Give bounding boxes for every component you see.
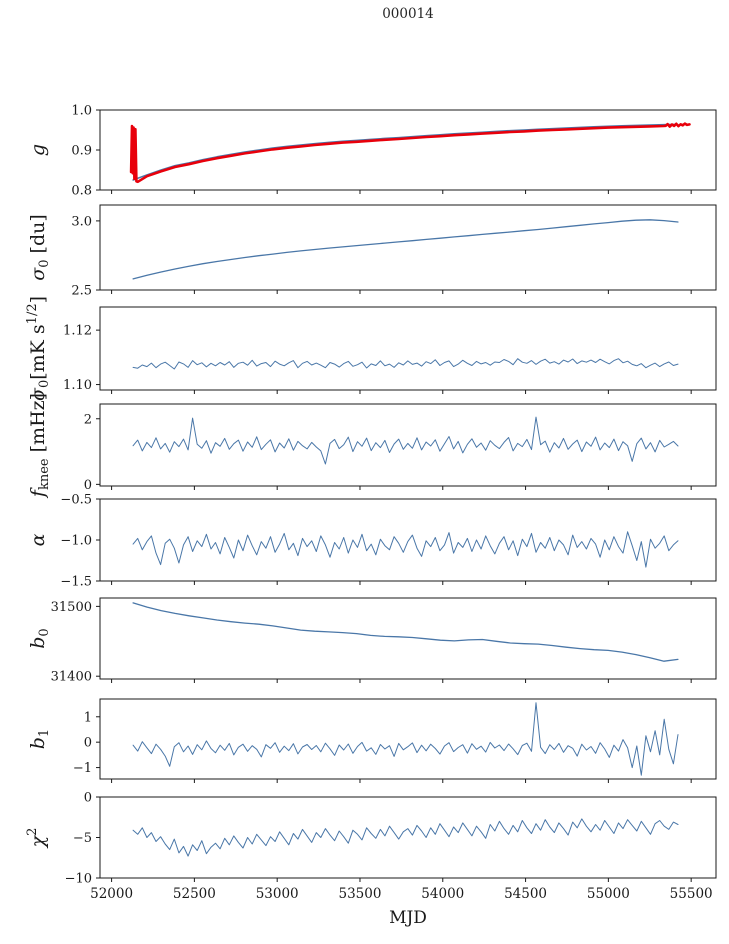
ytick-label: −0.5 — [60, 493, 92, 508]
xlabel: MJD — [389, 908, 427, 928]
ytick-label: 31500 — [51, 600, 92, 615]
ytick-label: 1.0 — [71, 104, 92, 119]
series-sigma0-mk — [132, 358, 679, 370]
panel-border-sigma0-mk — [99, 306, 717, 391]
panel-sigma0-mk: 1.12 1.10 σ0[mK s1/2] — [25, 296, 717, 401]
xtick-label: 55500 — [670, 886, 713, 902]
ytick-label: 2.5 — [71, 284, 92, 299]
ytick-label: 1 — [84, 710, 92, 725]
xtick-label: 52500 — [173, 886, 216, 902]
ytick-label: −1 — [73, 761, 92, 776]
ylabel-sigma0-du: σ0 [du] — [27, 214, 52, 281]
ylabel-sigma0-mk: σ0[mK s1/2] — [25, 296, 52, 401]
ytick-label: 31400 — [51, 670, 92, 685]
panel-border-fknee — [99, 403, 717, 487]
xtick-label: 55000 — [587, 886, 630, 902]
ylabel-alpha: α — [27, 533, 49, 546]
ytick-label: −1.5 — [60, 575, 92, 590]
panel-b1: 1 0 −1 b1 — [27, 698, 717, 783]
xtick-label: 54500 — [504, 886, 547, 902]
series-g-data — [132, 123, 679, 181]
ytick-label: 0 — [84, 736, 92, 751]
panel-sigma0-du: 3.0 2.5 σ0 [du] — [27, 204, 717, 299]
ytick-label: 1.12 — [63, 324, 92, 339]
xtick-label: 54000 — [421, 886, 464, 902]
xtick-label: 52000 — [90, 886, 133, 902]
ytick-label: 0 — [84, 791, 92, 806]
ylabel-chi2: χ2 — [25, 828, 49, 850]
ytick-label: −5 — [73, 831, 92, 846]
series-g-fit — [129, 122, 691, 184]
ytick-label: 3.0 — [71, 214, 92, 229]
series-alpha — [132, 531, 679, 568]
series-b0 — [132, 602, 679, 662]
series-chi2 — [132, 818, 679, 857]
figure-title: 000014 — [382, 6, 434, 22]
ylabel-b0: b0 — [27, 628, 52, 648]
panel-border-b0 — [99, 597, 717, 680]
ylabel-b1: b1 — [27, 729, 52, 749]
xtick-label: 53500 — [339, 886, 382, 902]
ytick-label: 0 — [84, 478, 92, 493]
panel-border-g — [99, 109, 717, 191]
ytick-label: −1.0 — [60, 534, 92, 549]
ytick-label: −10 — [65, 872, 92, 887]
panel-g: 1.0 0.9 0.8 g — [27, 104, 717, 199]
panel-border-alpha — [99, 498, 717, 582]
ytick-label: 0.9 — [71, 144, 92, 159]
panel-b0: 31500 31400 b0 — [27, 597, 717, 685]
panel-alpha: −0.5 −1.0 −1.5 α — [27, 493, 717, 590]
ytick-label: 0.8 — [71, 184, 92, 199]
ylabel-fknee: fknee [mHz] — [27, 393, 52, 499]
ytick-label: 1.10 — [63, 378, 92, 393]
panel-border-b1 — [99, 698, 717, 780]
panel-chi2: 0 −5 −10 χ2 — [25, 791, 717, 887]
ylabel-g: g — [27, 144, 49, 156]
xtick-label: 53000 — [256, 886, 299, 902]
ytick-label: 2 — [84, 412, 92, 427]
panel-border-sigma0-du — [99, 204, 717, 291]
series-fknee — [132, 416, 679, 465]
panel-border-chi2 — [99, 796, 717, 879]
series-b1 — [132, 702, 679, 776]
series-sigma0-du — [132, 219, 679, 280]
panel-fknee: 2 0 fknee [mHz] — [27, 393, 717, 499]
